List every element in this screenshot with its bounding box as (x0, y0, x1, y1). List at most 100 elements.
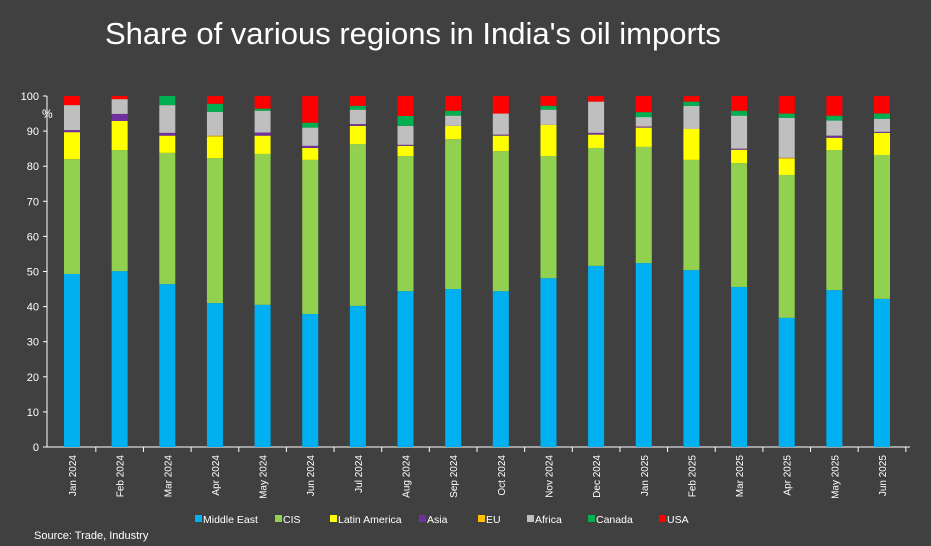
bar-segment-asia (874, 131, 890, 133)
x-tick-label: Sep 2024 (449, 455, 460, 498)
y-tick-label: 40 (27, 302, 39, 314)
bar-segment-latin-america (349, 125, 366, 145)
legend-label: USA (667, 514, 689, 526)
bar-segment-canada (635, 112, 652, 118)
bar-segment-canada (349, 105, 366, 110)
legend-swatch-usa (659, 515, 666, 522)
bar-segment-latin-america (635, 127, 652, 147)
bar-segment-latin-america (64, 132, 80, 160)
bar-segment-cis (635, 146, 652, 264)
bar-segment-canada (731, 110, 748, 116)
y-tick-label: 100 (21, 91, 39, 103)
x-tick-label: Jun 2025 (878, 455, 889, 497)
bar-segment-canada (778, 113, 795, 118)
bar-segment-middle-east (206, 303, 223, 447)
bar-segment-latin-america (445, 125, 462, 140)
bar-segment-cis (492, 151, 509, 292)
bar-segment-middle-east (111, 271, 128, 447)
bar-segment-canada (445, 110, 462, 116)
bar-segment-africa (683, 105, 700, 129)
bar-segment-middle-east (397, 291, 414, 447)
bar-segment-asia (111, 113, 128, 121)
y-tick-label: 90 (27, 126, 39, 138)
bar-segment-cis (206, 158, 223, 304)
bar-segment-middle-east (349, 305, 366, 447)
x-tick-label: Jun 2024 (306, 455, 317, 497)
bar-segment-africa (397, 125, 414, 145)
bar-segment-latin-america (492, 135, 509, 152)
bar-segment-africa (635, 117, 652, 127)
bar-segment-asia (635, 126, 652, 128)
bar-segment-asia (349, 124, 366, 126)
legend-swatch-canada (588, 515, 595, 522)
bar-segment-africa (111, 99, 128, 114)
x-tick-label: Feb 2025 (687, 455, 698, 498)
bar-segment-africa (540, 109, 557, 125)
legend-swatch-eu (478, 515, 485, 522)
bar-segment-africa (254, 110, 271, 133)
x-tick-label: Apr 2024 (211, 455, 222, 496)
bar-segment-africa (445, 115, 462, 126)
bar-segment-usa (874, 96, 890, 114)
bar-segment-usa (397, 96, 414, 117)
legend-label: EU (486, 514, 501, 526)
bar-segment-canada (874, 113, 890, 119)
bar-segment-asia (64, 130, 80, 133)
bar-segment-usa (349, 96, 366, 106)
x-tick-label: Mar 2024 (163, 455, 174, 498)
bar-segment-cis (731, 163, 748, 287)
bar-segment-asia (254, 132, 271, 136)
bar-segment-africa (302, 127, 319, 146)
bar-segment-africa (826, 120, 843, 136)
legend-swatch-middle-east (195, 515, 202, 522)
bar-segment-usa (492, 96, 509, 114)
bar-segment-africa (349, 109, 366, 125)
bar-segment-usa (826, 96, 843, 116)
bar-segment-cis (302, 159, 319, 314)
x-tick-label: Oct 2024 (497, 455, 508, 496)
bar-segment-usa (540, 96, 557, 106)
bar-segment-africa (492, 113, 509, 135)
y-tick-label: 50 (27, 267, 39, 279)
bar-segment-middle-east (159, 284, 176, 447)
bar-segment-middle-east (64, 273, 80, 447)
bar-segment-latin-america (778, 158, 795, 175)
bar-segment-latin-america (111, 120, 128, 151)
bar-segment-africa (778, 117, 795, 158)
x-tick-label: Aug 2024 (402, 455, 413, 498)
bar-segment-asia (397, 144, 414, 146)
y-tick-label: 60 (27, 231, 39, 243)
bar-segment-eu (206, 135, 223, 137)
x-tick-label: Feb 2024 (116, 455, 127, 498)
bar-segment-africa (731, 115, 748, 149)
bar-segment-latin-america (826, 137, 843, 151)
x-tick-label: Dec 2024 (592, 455, 603, 498)
bar-segment-latin-america (588, 134, 605, 148)
bar-segment-asia (492, 134, 509, 136)
y-tick-label: 80 (27, 161, 39, 173)
bar-segment-middle-east (683, 270, 700, 447)
bar-segment-usa (778, 96, 795, 114)
y-tick-label: 0 (33, 442, 39, 454)
legend-label: CIS (283, 514, 301, 526)
bar-segment-latin-america (159, 135, 176, 153)
x-tick-label: Jul 2024 (354, 455, 365, 493)
bar-segment-asia (159, 132, 176, 136)
bar-segment-latin-america (683, 128, 700, 160)
bar-segment-cis (588, 147, 605, 266)
bar-segment-usa (445, 96, 462, 111)
bar-segment-cis (349, 144, 366, 306)
bar-segment-eu (778, 157, 795, 159)
bar-segment-asia (826, 135, 843, 138)
bar-segment-usa (731, 96, 748, 111)
bar-segment-usa (635, 96, 652, 113)
legend-swatch-asia (419, 515, 426, 522)
y-tick-label: 20 (27, 372, 39, 384)
bar-segment-latin-america (731, 149, 748, 164)
bar-segment-canada (159, 96, 176, 106)
legend-swatch-africa (527, 515, 534, 522)
legend-label: Asia (427, 514, 448, 526)
bar-segment-canada (683, 101, 700, 106)
y-axis-label: % (42, 107, 53, 121)
